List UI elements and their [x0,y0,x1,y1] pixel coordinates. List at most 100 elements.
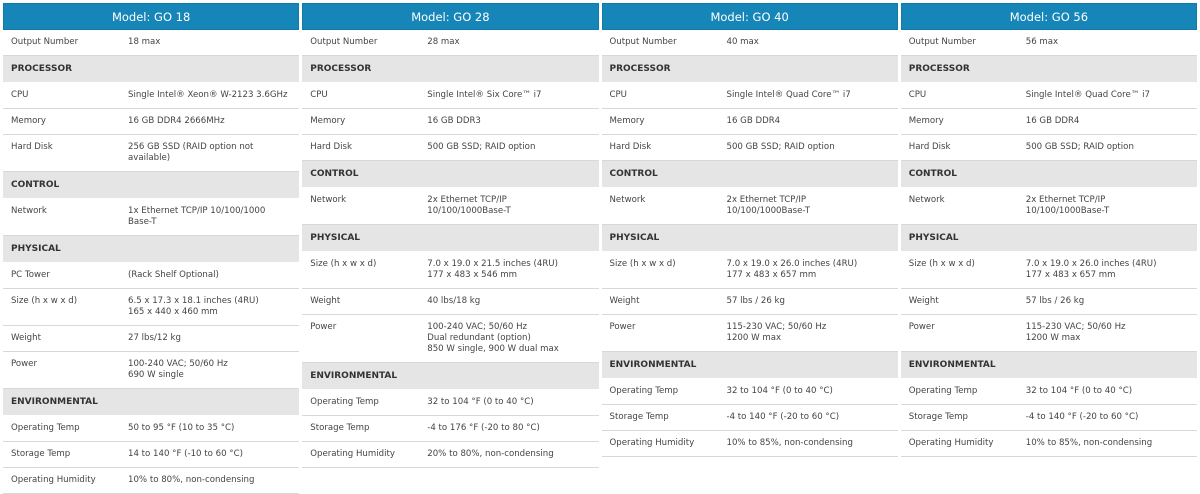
section-header: PROCESSOR [3,56,300,83]
model-header: Model: GO 18 [3,3,300,30]
spec-value: (Rack Shelf Optional) [128,270,219,280]
spec-label: Network [310,195,347,205]
spec-row: Memory 16 GB DDR4 [900,109,1197,135]
spec-label: CPU [310,90,328,100]
spec-value: 40 max [726,37,759,47]
spec-label: Hard Disk [11,142,53,152]
model-column: Model: GO 40 Output Number 40 max PROCESSOR… [601,3,898,494]
model-header: Model: GO 56 [900,3,1197,30]
spec-row: Weight 57 lbs / 26 kg [900,289,1197,315]
section-header: PHYSICAL [3,236,300,263]
spec-row: Power 100-240 VAC; 50/60 Hz Dual redundan… [302,315,599,363]
spec-label: Power [908,322,935,332]
spec-value: Single Intel® Quad Core™ i7 [726,90,851,100]
spec-label: Weight [908,296,939,306]
section-header: ENVIRONMENTAL [3,389,300,416]
spec-value: -4 to 140 °F (-20 to 60 °C) [726,412,840,422]
spec-value: 6.5 x 17.3 x 18.1 inches (4RU) 165 x 440… [128,296,259,317]
spec-row: Size (h x w x d) 7.0 x 19.0 x 26.0 inches… [900,252,1197,289]
spec-label: Power [310,322,337,332]
spec-value: 56 max [1025,37,1059,47]
spec-value: 28 max [427,37,460,47]
model-header: Model: GO 40 [601,3,898,30]
section-header: CONTROL [3,172,300,199]
spec-label: Output Number [11,37,79,47]
spec-value: Single Intel® Quad Core™ i7 [1025,90,1150,100]
spec-row: Memory 16 GB DDR4 2666MHz [3,109,300,135]
section-header: ENVIRONMENTAL [601,352,898,379]
spec-value: 2x Ethernet TCP/IP 10/100/1000Base-T [427,195,511,216]
spec-label: Network [11,206,47,216]
spec-label: Storage Temp [908,412,969,422]
spec-label: Operating Temp [609,386,679,396]
spec-row: Hard Disk 500 GB SSD; RAID option [302,135,599,161]
model-column: Model: GO 56 Output Number 56 max PROCESSOR… [900,3,1197,494]
spec-row: Operating Humidity 10% to 85%, non-conden… [900,431,1197,457]
spec-value: 7.0 x 19.0 x 26.0 inches (4RU) 177 x 483… [726,259,858,280]
spec-row: Output Number 56 max [900,30,1197,56]
spec-label: Operating Humidity [609,438,695,448]
spec-value: 16 GB DDR4 [726,116,781,126]
spec-value: 32 to 104 °F (0 to 40 °C) [427,397,534,407]
section-header: PROCESSOR [601,56,898,83]
spec-row: Operating Humidity 20% to 80%, non-conden… [302,442,599,468]
spec-row: CPU Single Intel® Six Core™ i7 [302,83,599,109]
spec-row: Storage Temp -4 to 140 °F (-20 to 60 °C) [900,405,1197,431]
spec-value: 7.0 x 19.0 x 26.0 inches (4RU) 177 x 483… [1025,259,1157,280]
spec-row: Power 115-230 VAC; 50/60 Hz 1200 W max [900,315,1197,352]
spec-label: Memory [11,116,46,126]
spec-value: 1x Ethernet TCP/IP 10/100/1000 Base-T [128,206,266,227]
spec-value: 100-240 VAC; 50/60 Hz Dual redundant (op… [427,322,559,354]
spec-label: Size (h x w x d) [609,259,676,269]
spec-value: 500 GB SSD; RAID option [1025,142,1134,152]
spec-value: 57 lbs / 26 kg [726,296,785,306]
spec-row: Network 1x Ethernet TCP/IP 10/100/1000 Ba… [3,199,300,236]
spec-row: Memory 16 GB DDR4 [601,109,898,135]
spec-label: Storage Temp [310,423,370,433]
spec-row: Weight 57 lbs / 26 kg [601,289,898,315]
spec-value: Single Intel® Xeon® W-2123 3.6GHz [128,90,288,100]
spec-row: Memory 16 GB DDR3 [302,109,599,135]
spec-row: Storage Temp -4 to 176 °F (-20 to 80 °C) [302,416,599,442]
spec-label: Output Number [609,37,677,47]
spec-label: Memory [908,116,944,126]
spec-label: Weight [310,296,341,306]
spec-row: Operating Temp 32 to 104 °F (0 to 40 °C) [302,390,599,416]
section-header: CONTROL [302,161,599,188]
spec-value: 2x Ethernet TCP/IP 10/100/1000Base-T [726,195,811,216]
spec-label: Weight [11,333,41,343]
spec-value: 32 to 104 °F (0 to 40 °C) [726,386,833,396]
spec-row: Operating Temp 32 to 104 °F (0 to 40 °C) [900,379,1197,405]
spec-row: Operating Humidity 10% to 85%, non-conden… [601,431,898,457]
spec-row: Power 115-230 VAC; 50/60 Hz 1200 W max [601,315,898,352]
spec-row: Output Number 28 max [302,30,599,56]
spec-label: Operating Temp [908,386,978,396]
spec-value: 32 to 104 °F (0 to 40 °C) [1025,386,1133,396]
spec-row: CPU Single Intel® Xeon® W-2123 3.6GHz [3,83,300,109]
spec-label: CPU [609,90,627,100]
section-header: PHYSICAL [601,225,898,252]
spec-value: -4 to 176 °F (-20 to 80 °C) [427,423,540,433]
spec-label: CPU [908,90,927,100]
spec-value: 7.0 x 19.0 x 21.5 inches (4RU) 177 x 483… [427,259,558,280]
spec-value: 115-230 VAC; 50/60 Hz 1200 W max [1025,322,1126,343]
spec-label: Power [609,322,636,332]
spec-label: Output Number [908,37,976,47]
spec-label: Hard Disk [908,142,951,152]
spec-value: Single Intel® Six Core™ i7 [427,90,542,100]
spec-value: 20% to 80%, non-condensing [427,449,554,459]
spec-label: Output Number [310,37,378,47]
spec-value: 500 GB SSD; RAID option [726,142,835,152]
spec-value: 27 lbs/12 kg [128,333,181,343]
section-header: CONTROL [900,161,1197,188]
section-header: PROCESSOR [900,56,1197,83]
spec-row: PC Tower (Rack Shelf Optional) [3,263,300,289]
spec-label: Weight [609,296,640,306]
spec-label: Storage Temp [609,412,669,422]
spec-label: Network [609,195,646,205]
spec-label: Size (h x w x d) [310,259,377,269]
spec-row: Size (h x w x d) 7.0 x 19.0 x 21.5 inches… [302,252,599,289]
spec-value: 100-240 VAC; 50/60 Hz 690 W single [128,359,228,380]
section-header: ENVIRONMENTAL [900,352,1197,379]
